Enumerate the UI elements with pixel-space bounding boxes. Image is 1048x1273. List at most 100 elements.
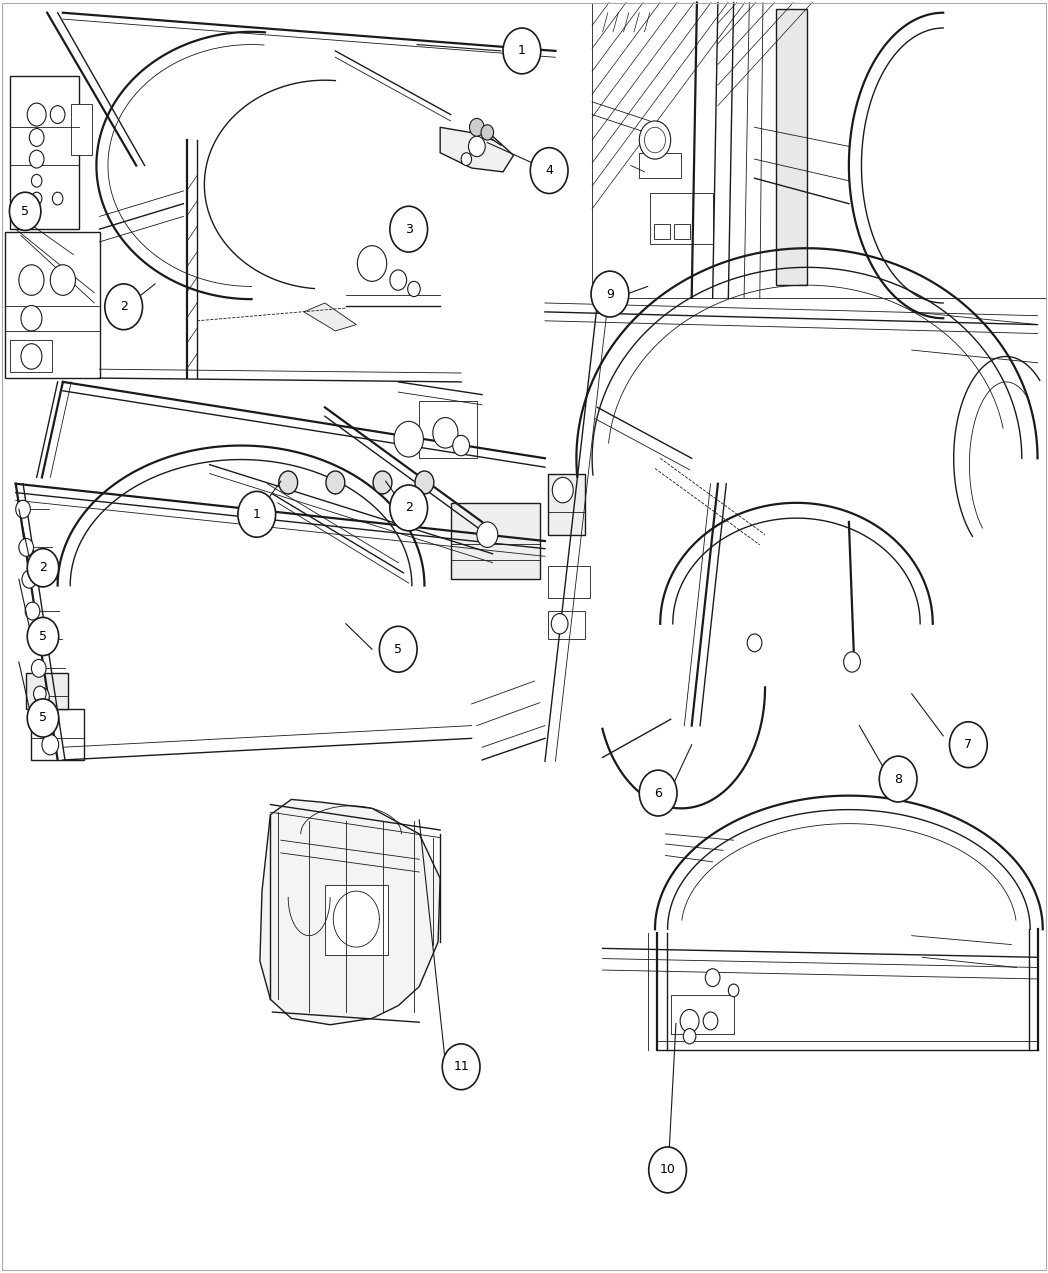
- Circle shape: [16, 500, 30, 518]
- Circle shape: [415, 471, 434, 494]
- Circle shape: [844, 652, 860, 672]
- Bar: [674, 224, 690, 239]
- Circle shape: [461, 153, 472, 165]
- Text: 5: 5: [394, 643, 402, 656]
- Circle shape: [31, 174, 42, 187]
- Circle shape: [29, 129, 44, 146]
- Circle shape: [468, 136, 485, 157]
- Circle shape: [680, 1009, 699, 1032]
- Bar: [71, 104, 92, 155]
- Text: 6: 6: [654, 787, 662, 799]
- Bar: [419, 401, 477, 458]
- Circle shape: [27, 699, 59, 737]
- Circle shape: [27, 617, 59, 656]
- Circle shape: [639, 121, 671, 159]
- Bar: [548, 566, 590, 598]
- Circle shape: [42, 735, 59, 755]
- Text: 7: 7: [964, 738, 973, 751]
- Text: 2: 2: [119, 300, 128, 313]
- Circle shape: [19, 538, 34, 556]
- Circle shape: [31, 192, 42, 205]
- Bar: [325, 885, 388, 955]
- Text: 2: 2: [39, 561, 47, 574]
- Polygon shape: [440, 127, 514, 172]
- Text: 5: 5: [39, 630, 47, 643]
- Circle shape: [35, 687, 49, 705]
- Circle shape: [408, 281, 420, 297]
- Circle shape: [705, 969, 720, 987]
- Bar: [671, 995, 734, 1034]
- Circle shape: [949, 722, 987, 768]
- Circle shape: [453, 435, 470, 456]
- Circle shape: [357, 246, 387, 281]
- Bar: [451, 503, 540, 579]
- Circle shape: [503, 28, 541, 74]
- Text: 10: 10: [659, 1164, 676, 1176]
- Text: 11: 11: [453, 1060, 470, 1073]
- Circle shape: [530, 148, 568, 193]
- Bar: [10, 76, 79, 229]
- Circle shape: [21, 344, 42, 369]
- Circle shape: [105, 284, 143, 330]
- Circle shape: [373, 471, 392, 494]
- Circle shape: [22, 570, 37, 588]
- Circle shape: [9, 192, 41, 230]
- Circle shape: [25, 602, 40, 620]
- Circle shape: [279, 471, 298, 494]
- Circle shape: [28, 630, 43, 648]
- Bar: [776, 9, 807, 285]
- Circle shape: [326, 471, 345, 494]
- Text: 9: 9: [606, 288, 614, 300]
- Circle shape: [639, 770, 677, 816]
- Text: 5: 5: [21, 205, 29, 218]
- Text: 2: 2: [405, 502, 413, 514]
- Circle shape: [728, 984, 739, 997]
- Polygon shape: [304, 303, 356, 331]
- Bar: [5, 232, 100, 378]
- Text: 1: 1: [253, 508, 261, 521]
- Polygon shape: [260, 799, 440, 1025]
- Circle shape: [50, 265, 75, 295]
- Circle shape: [379, 626, 417, 672]
- Circle shape: [34, 686, 46, 701]
- Circle shape: [390, 270, 407, 290]
- Bar: [26, 673, 68, 709]
- Circle shape: [551, 614, 568, 634]
- Circle shape: [747, 634, 762, 652]
- Bar: [548, 474, 585, 535]
- Circle shape: [879, 756, 917, 802]
- Bar: [654, 224, 670, 239]
- Circle shape: [52, 192, 63, 205]
- Circle shape: [21, 306, 42, 331]
- Bar: [31, 709, 84, 760]
- Circle shape: [31, 659, 46, 677]
- Text: 3: 3: [405, 223, 413, 236]
- Bar: [548, 611, 585, 639]
- Bar: [592, 3, 1046, 298]
- Circle shape: [433, 418, 458, 448]
- Circle shape: [27, 103, 46, 126]
- Circle shape: [645, 127, 665, 153]
- Text: 4: 4: [545, 164, 553, 177]
- Text: 1: 1: [518, 45, 526, 57]
- Bar: [10, 340, 52, 372]
- Text: 8: 8: [894, 773, 902, 785]
- Bar: [639, 153, 681, 178]
- Circle shape: [683, 1029, 696, 1044]
- Circle shape: [442, 1044, 480, 1090]
- Circle shape: [27, 549, 59, 587]
- Circle shape: [390, 485, 428, 531]
- Circle shape: [50, 106, 65, 123]
- Circle shape: [470, 118, 484, 136]
- Circle shape: [390, 206, 428, 252]
- Circle shape: [477, 522, 498, 547]
- Circle shape: [703, 1012, 718, 1030]
- Circle shape: [19, 265, 44, 295]
- Circle shape: [591, 271, 629, 317]
- Circle shape: [552, 477, 573, 503]
- Circle shape: [29, 150, 44, 168]
- Circle shape: [649, 1147, 686, 1193]
- Circle shape: [394, 421, 423, 457]
- Circle shape: [481, 125, 494, 140]
- Circle shape: [238, 491, 276, 537]
